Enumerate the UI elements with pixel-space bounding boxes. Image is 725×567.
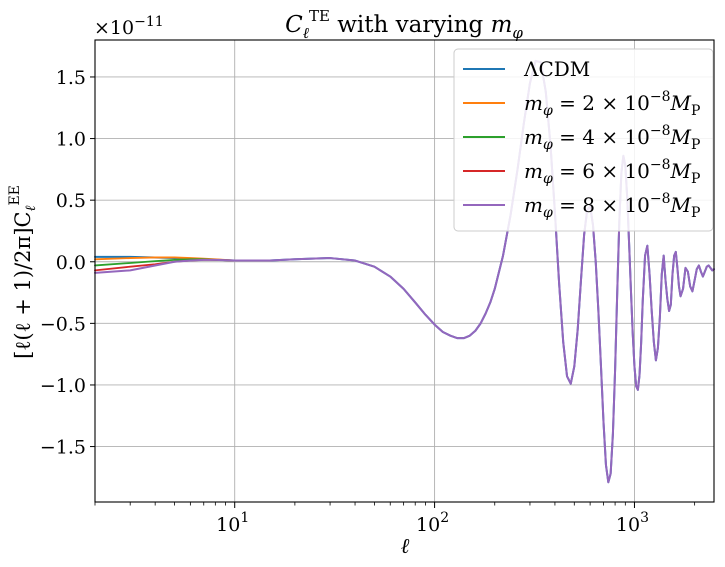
y-tick-label: −1.5 (40, 437, 86, 459)
y-tick-label: 1.5 (56, 67, 86, 89)
x-axis-label: ℓ (401, 534, 410, 558)
series-line-5 (94, 59, 715, 484)
legend-label: ΛCDM (523, 57, 590, 81)
legend: ΛCDM mφ = 2 × 10−8MP mφ = 4 × 10−8MP mφ = 6… (453, 48, 714, 232)
legend-label: mφ = 4 × 10−8MP (524, 123, 700, 153)
x-tick-label: 102 (416, 510, 449, 536)
legend-label: mφ = 2 × 10−8MP (524, 89, 700, 119)
grid (95, 40, 714, 502)
y-tick-label: −0.5 (40, 313, 86, 335)
legend-label: mφ = 8 × 10−8MP (524, 191, 700, 221)
y-tick-label: 0.0 (56, 252, 86, 274)
x-tick-label: 103 (616, 510, 649, 536)
y-axis-label: [ℓ(ℓ + 1)/2π]CℓEE (7, 185, 39, 359)
y-tick-label: 0.5 (56, 190, 86, 212)
chart-title: CℓTE with varying mφ (285, 7, 523, 42)
plot-frame (94, 39, 715, 503)
legend-label: mφ = 6 × 10−8MP (524, 157, 700, 187)
legend-box (453, 48, 714, 232)
series-layer (94, 59, 715, 484)
ticks: 1.5 1.0 0.5 0.0 −0.5 −1.0 −1.5 101 102 103 (40, 67, 696, 536)
y-tick-label: −1.0 (40, 375, 86, 397)
x-tick-label: 101 (216, 510, 249, 536)
y-axis-multiplier: ×10−11 (94, 14, 164, 39)
y-tick-label: 1.0 (56, 129, 86, 151)
